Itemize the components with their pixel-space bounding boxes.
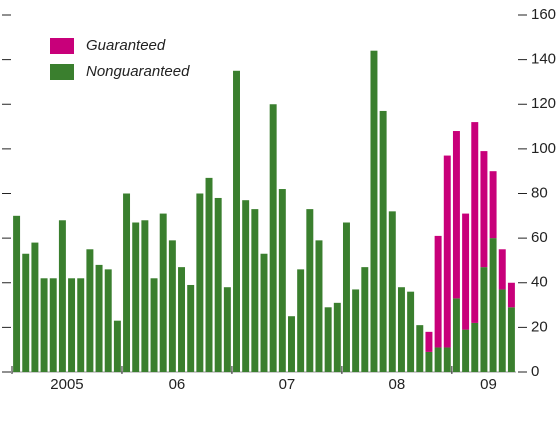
bar-segment: [498, 249, 506, 290]
bar-segment: [297, 269, 305, 372]
bar-segment: [462, 213, 470, 330]
bar-segment: [434, 235, 442, 348]
bar-segment: [196, 193, 204, 372]
bar-segment: [480, 151, 488, 268]
y-tick-label: 60: [531, 229, 548, 246]
x-tick-label: 2005: [50, 376, 83, 393]
bar-segment: [233, 70, 240, 372]
bar-segment: [407, 291, 415, 372]
x-tick-label: 07: [279, 376, 296, 393]
bar-segment: [324, 307, 332, 372]
bar-segment: [251, 209, 259, 372]
x-tick-label: 09: [480, 376, 497, 393]
bar-segment: [489, 238, 497, 372]
legend-label: Nonguaranteed: [86, 63, 190, 80]
bar-segment: [452, 298, 460, 372]
legend-label: Guaranteed: [86, 37, 166, 54]
bar-segment: [168, 240, 176, 372]
y-tick-label: 120: [531, 95, 556, 112]
x-tick-label: 06: [169, 376, 186, 393]
bar-segment: [443, 155, 451, 348]
bar-segment: [498, 289, 506, 372]
y-tick-label: 0: [531, 363, 539, 380]
bar-segment: [68, 278, 76, 372]
legend-swatch: [50, 38, 74, 54]
bar-segment: [95, 264, 103, 372]
bar-segment: [132, 222, 140, 372]
bar-segment: [333, 302, 341, 372]
bar-segment: [507, 307, 515, 372]
bar-segment: [49, 278, 57, 372]
bar-segment: [416, 325, 424, 372]
y-tick-label: 100: [531, 140, 556, 157]
y-tick-label: 40: [531, 274, 548, 291]
bar-segment: [462, 329, 470, 372]
bar-segment: [260, 253, 268, 372]
bar-segment: [388, 211, 396, 372]
bar-segment: [187, 284, 195, 372]
bar-segment: [342, 222, 350, 372]
bar-segment: [434, 347, 442, 372]
bar-segment: [379, 110, 387, 372]
bar-segment: [370, 50, 378, 372]
bar-segment: [223, 287, 231, 372]
y-tick-label: 160: [531, 6, 556, 23]
bar-segment: [489, 171, 497, 239]
bar-segment: [22, 253, 30, 372]
bar-segment: [507, 282, 515, 308]
y-tick-label: 80: [531, 184, 548, 201]
bar-segment: [77, 278, 85, 372]
bar-segment: [86, 249, 94, 372]
bar-segment: [178, 267, 186, 372]
bar-segment: [150, 278, 158, 372]
bar-segment: [205, 177, 213, 372]
bar-segment: [113, 320, 121, 372]
bar-segment: [306, 209, 314, 372]
bar-segment: [397, 287, 405, 372]
bar-segment: [31, 242, 39, 372]
bar-segment: [242, 200, 250, 372]
bar-segment: [123, 193, 131, 372]
bar-segment: [13, 215, 21, 372]
bar-segment: [425, 351, 433, 372]
bar-segment: [288, 316, 295, 372]
y-tick-label: 140: [531, 51, 556, 68]
bar-segment: [471, 122, 479, 323]
bar-segment: [269, 104, 277, 372]
x-tick-label: 08: [389, 376, 406, 393]
bar-segment: [361, 267, 369, 372]
bar-segment: [104, 269, 112, 372]
bar-segment: [452, 131, 460, 299]
bar-segment: [58, 220, 66, 372]
bar-segment: [315, 240, 323, 372]
bar-segment: [159, 213, 167, 372]
bar-segment: [40, 278, 48, 372]
bar-segment: [278, 189, 286, 372]
bar-segment: [141, 220, 149, 372]
bar-segment: [471, 322, 479, 372]
bar-segment: [214, 197, 222, 372]
bar-segment: [352, 289, 360, 372]
y-tick-label: 20: [531, 318, 548, 335]
legend-swatch: [50, 64, 74, 80]
bar-segment: [425, 331, 433, 352]
bar-segment: [480, 267, 488, 372]
bar-segment: [443, 347, 451, 372]
